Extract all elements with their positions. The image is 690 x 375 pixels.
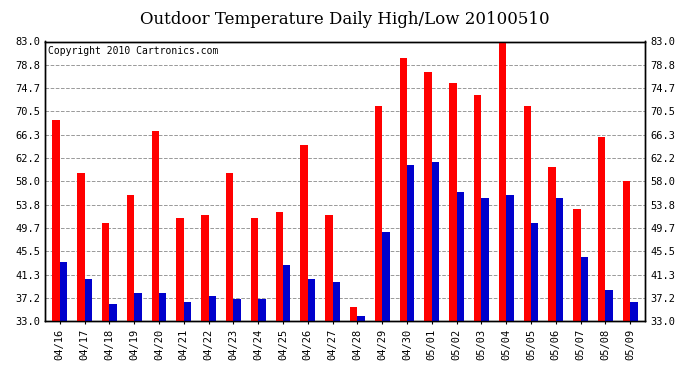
Bar <box>424 72 432 321</box>
Bar <box>77 173 85 321</box>
Bar <box>283 265 290 321</box>
Bar <box>549 167 556 321</box>
Bar <box>102 223 109 321</box>
Bar <box>581 257 588 321</box>
Bar <box>109 304 117 321</box>
Bar <box>52 120 60 321</box>
Bar <box>152 131 159 321</box>
Bar <box>382 232 390 321</box>
Text: Outdoor Temperature Daily High/Low 20100510: Outdoor Temperature Daily High/Low 20100… <box>140 11 550 28</box>
Bar <box>308 279 315 321</box>
Bar <box>474 94 482 321</box>
Bar <box>85 279 92 321</box>
Bar <box>407 165 415 321</box>
Bar <box>506 195 513 321</box>
Bar <box>357 315 365 321</box>
Bar <box>300 145 308 321</box>
Bar <box>524 106 531 321</box>
Bar <box>275 212 283 321</box>
Bar <box>482 198 489 321</box>
Bar <box>159 293 166 321</box>
Bar <box>630 302 638 321</box>
Bar <box>605 290 613 321</box>
Bar <box>598 136 605 321</box>
Bar <box>432 162 440 321</box>
Bar <box>233 299 241 321</box>
Bar <box>177 217 184 321</box>
Bar <box>573 209 581 321</box>
Bar <box>449 84 457 321</box>
Bar <box>127 195 134 321</box>
Bar <box>375 106 382 321</box>
Bar <box>400 58 407 321</box>
Bar <box>134 293 141 321</box>
Bar <box>208 296 216 321</box>
Bar <box>250 217 258 321</box>
Bar <box>499 39 506 321</box>
Bar <box>258 299 266 321</box>
Bar <box>531 223 538 321</box>
Bar <box>184 302 191 321</box>
Bar <box>226 173 233 321</box>
Bar <box>60 262 67 321</box>
Bar <box>457 192 464 321</box>
Bar <box>556 198 563 321</box>
Bar <box>325 215 333 321</box>
Text: Copyright 2010 Cartronics.com: Copyright 2010 Cartronics.com <box>48 46 218 56</box>
Bar <box>333 282 340 321</box>
Bar <box>623 181 630 321</box>
Bar <box>201 215 208 321</box>
Bar <box>350 307 357 321</box>
